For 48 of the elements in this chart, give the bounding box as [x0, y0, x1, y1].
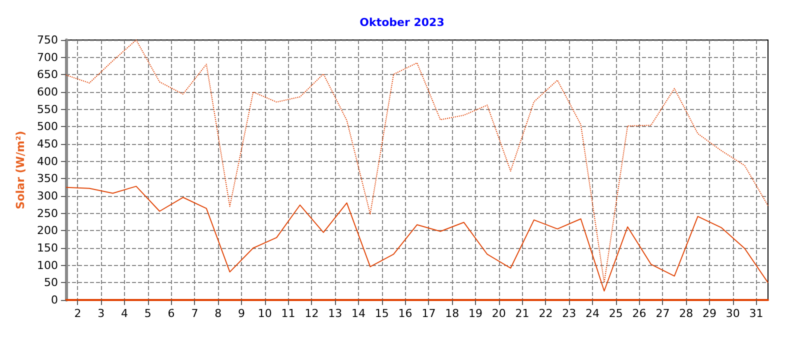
x-tick-label: 9: [238, 307, 245, 320]
x-tick-label: 27: [656, 307, 670, 320]
x-tick-label: 13: [328, 307, 342, 320]
y-tick-label: 100: [37, 258, 58, 272]
x-tick-label: 31: [749, 307, 764, 320]
y-tick-label: 750: [37, 34, 58, 46]
y-tick-label: 650: [37, 68, 58, 82]
x-tick-label: 4: [121, 307, 128, 320]
y-tick-label: 600: [37, 86, 58, 98]
x-tick-label: 8: [214, 307, 222, 320]
x-tick-label: 23: [562, 307, 576, 320]
y-tick-label: 550: [37, 102, 58, 116]
x-tick-label: 20: [492, 307, 506, 320]
x-tick-label: 5: [144, 307, 152, 320]
x-tick-label: 30: [726, 307, 740, 320]
x-tick-label: 25: [608, 307, 623, 320]
x-tick-label: 29: [702, 307, 716, 320]
x-tick-label: 10: [258, 307, 272, 320]
x-tick-label: 11: [281, 307, 296, 320]
x-tick-label: 2: [74, 307, 82, 320]
x-tick-label: 26: [632, 307, 646, 320]
x-tick-label: 17: [422, 307, 436, 320]
y-tick-label: 700: [37, 50, 58, 64]
y-tick-label: 400: [37, 154, 58, 168]
y-tick-label: 150: [37, 242, 58, 254]
x-tick-label: 18: [445, 307, 460, 320]
chart-title: Oktober 2023: [360, 16, 444, 29]
x-tick-label: 19: [468, 307, 482, 320]
y-tick-label: 250: [37, 206, 58, 220]
x-tick-label: 14: [352, 307, 366, 320]
y-tick-label: 50: [44, 276, 58, 290]
x-tick-label: 15: [374, 307, 389, 320]
y-tick-label: 0: [51, 294, 58, 306]
x-tick-label: 21: [515, 307, 530, 320]
y-tick-label: 300: [37, 190, 58, 202]
y-tick-label: 350: [37, 172, 58, 186]
x-tick-label: 24: [586, 307, 600, 320]
y-tick-label: 500: [37, 120, 58, 134]
x-tick-label: 22: [538, 307, 553, 320]
x-tick-label: 3: [98, 307, 105, 320]
x-tick-label: 28: [679, 307, 694, 320]
x-tick-label: 6: [168, 307, 175, 320]
x-tick-label: 16: [398, 307, 412, 320]
y-tick-label: 450: [37, 138, 58, 150]
y-axis-title: Solar (W/m²): [14, 130, 27, 210]
x-tick-label: 12: [304, 307, 319, 320]
y-tick-label: 200: [37, 224, 58, 238]
x-tick-label: 7: [191, 307, 198, 320]
